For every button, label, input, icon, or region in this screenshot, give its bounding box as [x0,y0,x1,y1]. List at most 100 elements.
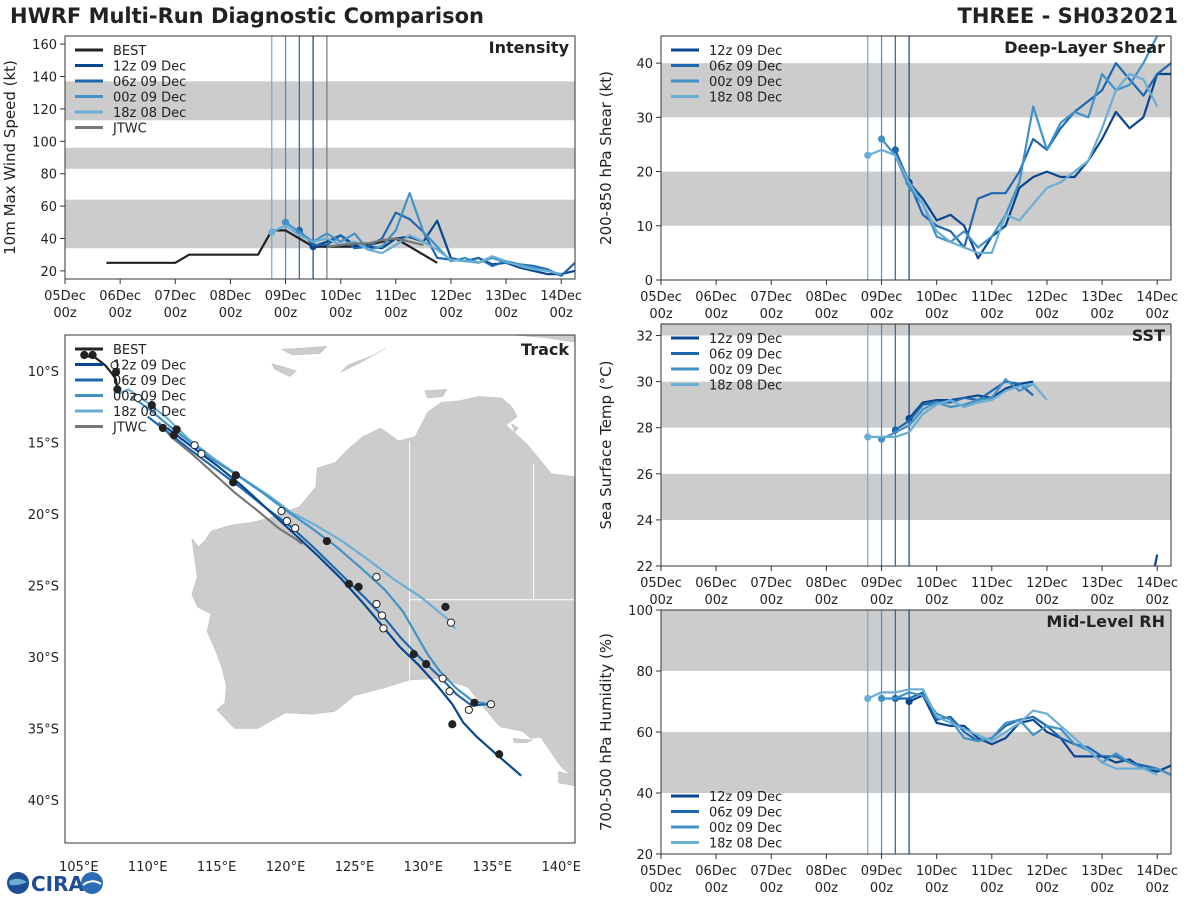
track-position-marker [486,700,496,709]
sst-x-tick-label-day: 05Dec [640,576,682,591]
intensity-init-point-18z-08-dec [268,228,276,236]
track-position-marker [158,423,167,433]
logo-text: CIRA [31,872,85,896]
track-position-marker [282,516,292,526]
landmass-groote-eylandt [511,423,519,433]
intensity-legend-label: 00z 09 Dec [113,91,186,106]
shear-legend-label: 12z 09 Dec [709,44,782,59]
sst-x-tick-label-day: 06Dec [695,576,737,591]
rh-y-tick-label: 80 [636,665,653,680]
intensity-x-tick-label-hour: 00z [108,306,132,321]
shear-series [864,36,1171,260]
shear-legend-label: 00z 09 Dec [709,75,782,90]
rh-series [864,688,1171,777]
track-position-marker [377,611,387,620]
track-position-marker [495,750,504,759]
intensity-chart-title: Intensity [489,38,570,57]
rh-x-tick-label-hour: 00z [980,881,1004,896]
rh-series-06z-09-dec [895,691,1171,777]
rh-x-tick-label-hour: 00z [649,881,673,896]
rh-x-tick-label-hour: 00z [1035,881,1059,896]
sst-x-tick-label-day: 12Dec [1026,576,1068,591]
sst-band [661,473,1171,520]
rh-x-tick-label-hour: 00z [1090,881,1114,896]
rh-x-tick-label-day: 08Dec [806,864,848,879]
shear-x-tick-label-day: 11Dec [971,290,1013,305]
track-series-18z-08-dec [118,388,456,630]
rh-y-tick-label: 100 [628,604,653,619]
shear-x-tick-label-hour: 00z [704,307,728,322]
track-legend-label: JTWC [112,421,147,436]
sst-x-tick-label-hour: 00z [760,593,784,608]
rh-x-tick-label-day: 09Dec [861,864,903,879]
shear-y-tick-label: 20 [636,166,653,181]
rh-x-tick-label-day: 07Dec [750,864,792,879]
track-legend-label: BEST [113,343,146,358]
rh-legend-label: 12z 09 Dec [709,790,782,805]
track-series-12z-09-dec [166,427,522,777]
intensity-series-12z-09-dec [312,219,575,276]
rh-x-tick-label-hour: 00z [870,881,894,896]
sst-x-tick-label-hour: 00z [870,593,894,608]
intensity-y-tick-label: 140 [32,71,57,86]
landmass-flores [280,346,328,356]
sst-x-tick-label-day: 07Dec [750,576,792,591]
rh-y-tick-label: 60 [636,726,653,741]
track-lon-label: 125°E [335,860,375,875]
intensity-series-18z-08-dec [271,224,562,276]
sst-chart-title: SST [1132,326,1165,345]
track-position-marker [372,572,381,581]
sst-init-lines [867,324,910,566]
sst-y-tick-label: 30 [636,376,653,391]
track-position-marker [231,471,241,480]
shear-y-axis-label: 200-850 hPa Shear (kt) [597,71,615,245]
intensity-x-tick-label-day: 14Dec [540,289,582,304]
rh-init-point-00z-09-dec [877,694,886,703]
shear-x-tick-label-hour: 00z [1090,307,1114,322]
rh-init-point-18z-08-dec [864,694,872,703]
sst-x-tick-label-day: 14Dec [1136,576,1178,591]
landmass-kangaroo-island [512,738,534,744]
track-position-marker [464,705,473,715]
rh-x-tick-label-day: 10Dec [916,864,958,879]
rh-y-tick-label: 20 [636,848,653,863]
track-lon-label: 120°E [266,860,306,875]
rh-init-lines [867,610,910,854]
track-position-marker [422,660,431,669]
intensity-x-tick-label-hour: 00z [219,306,243,321]
intensity-panel: 20 40 60 80 100 120 140 160 05Dec 00z 06Dec 00z 07De… [1,35,582,321]
track-series-jtwc [157,421,303,545]
track-position-marker [448,720,457,729]
sst-series [864,378,1159,566]
sst-x-tick-label-day: 09Dec [861,576,903,591]
track-lon-label: 130°E [404,860,444,875]
shear-x-tick-label-hour: 00z [870,307,894,322]
intensity-x-tick-label-day: 08Dec [210,289,252,304]
rh-legend-label: 06z 09 Dec [709,806,782,821]
shear-init-point-00z-09-dec [877,135,886,143]
intensity-x-tick-label-day: 12Dec [430,289,472,304]
intensity-x-tick-label-day: 11Dec [375,289,417,304]
shear-init-point-18z-08-dec [864,151,872,159]
intensity-legend-label: 12z 09 Dec [113,60,186,75]
rh-legend-label: 18z 08 Dec [709,837,782,852]
seal-wave-icon [82,880,102,886]
track-position-marker [322,536,331,546]
intensity-y-tick-label: 80 [40,168,57,183]
sst-x-tick-label-hour: 00z [704,593,728,608]
shear-x-tick-label-day: 07Dec [750,290,792,305]
rh-x-tick-label-hour: 00z [1146,881,1170,896]
track-position-marker [197,449,206,458]
shear-x-tick-label-hour: 00z [815,307,839,322]
intensity-x-tick-label-day: 07Dec [154,289,196,304]
rh-x-tick-label-hour: 00z [704,881,728,896]
track-position-marker [354,582,363,591]
landmass-tasmania [558,771,575,787]
sst-y-tick-label: 24 [636,514,653,529]
shear-x-tick-label-hour: 00z [925,307,949,322]
shear-series-06z-09-dec [894,61,1171,249]
sst-x-tick-label-hour: 00z [1035,593,1059,608]
